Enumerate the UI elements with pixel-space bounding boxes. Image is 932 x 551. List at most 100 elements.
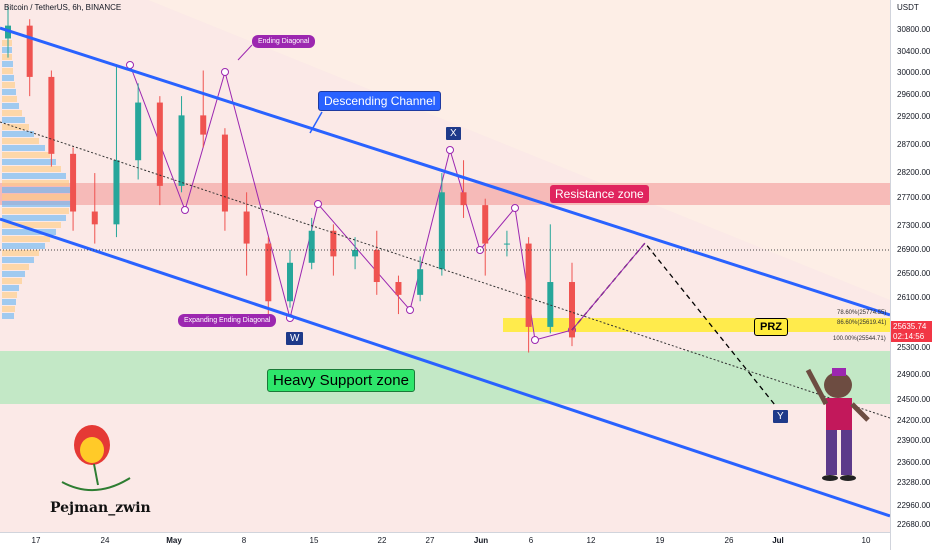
candle-body <box>438 192 445 270</box>
price-tick: 26500.00 <box>897 269 931 278</box>
resistance-zone <box>0 183 890 205</box>
wave-point <box>221 68 229 76</box>
volume-profile <box>2 40 72 319</box>
volume-profile-bar <box>2 229 56 235</box>
price-tick: 30400.00 <box>897 47 931 56</box>
candle-body <box>113 160 120 225</box>
time-tick: 24 <box>100 536 110 545</box>
time-tick: 19 <box>655 536 665 545</box>
time-tick: Jun <box>473 536 489 545</box>
volume-profile-bar <box>2 243 45 249</box>
candle-body <box>460 192 467 206</box>
volume-profile-bar <box>2 278 22 284</box>
brand-name: Pejman_zwin <box>50 500 151 516</box>
candle-body <box>287 262 293 302</box>
volume-profile-bar <box>2 292 17 298</box>
volume-profile-bar <box>2 152 50 158</box>
midline-dotted <box>0 121 890 419</box>
price-tick: 27700.00 <box>897 193 931 202</box>
price-tick: 30800.00 <box>897 25 931 34</box>
volume-profile-bar <box>2 271 25 277</box>
price-tick: 24500.00 <box>897 395 931 404</box>
ending-diagonal-label[interactable]: Ending Diagonal <box>252 35 316 48</box>
candle-body <box>482 205 489 244</box>
prz-label[interactable]: PRZ <box>754 318 788 336</box>
chart-area[interactable] <box>0 0 890 532</box>
wave-w-label[interactable]: W <box>286 332 304 345</box>
volume-profile-bar <box>2 117 25 123</box>
price-axis-unit: USDT <box>897 3 919 12</box>
projection-c-wave <box>571 242 646 331</box>
candle-body <box>26 25 33 77</box>
candle-body <box>265 243 272 302</box>
time-tick: May <box>166 536 182 545</box>
support-zone <box>0 351 890 404</box>
price-tick: 25300.00 <box>897 343 931 352</box>
volume-profile-bar <box>2 61 13 67</box>
candle-body <box>308 230 315 263</box>
volume-profile-bar <box>2 250 39 256</box>
candle-body <box>330 230 337 257</box>
candle-body <box>178 115 185 186</box>
wave-x-label[interactable]: X <box>446 127 461 140</box>
volume-profile-bar <box>2 40 12 46</box>
price-tick: 29600.00 <box>897 90 931 99</box>
volume-profile-bar <box>2 54 12 60</box>
candle-body <box>503 243 510 245</box>
wave-y-label[interactable]: Y <box>773 410 788 423</box>
candle-body <box>525 243 532 327</box>
volume-profile-bar <box>2 173 66 179</box>
fib-786-label: 78.60%(25774.55) <box>837 310 887 316</box>
price-tick: 26100.00 <box>897 293 931 302</box>
volume-profile-bar <box>2 194 72 200</box>
price-tick: 30000.00 <box>897 68 931 77</box>
channel-lower-line[interactable] <box>0 217 890 518</box>
time-tick: Jul <box>772 536 784 545</box>
volume-profile-bar <box>2 285 19 291</box>
volume-profile-bar <box>2 89 16 95</box>
volume-profile-bar <box>2 187 71 193</box>
candle-body <box>221 134 228 212</box>
wave-point <box>446 146 454 154</box>
time-tick: 15 <box>309 536 319 545</box>
fib-866-label: 86.60%(25619.41) <box>837 320 887 326</box>
time-tick: 6 <box>528 536 534 545</box>
volume-profile-bar <box>2 103 19 109</box>
candle-body <box>91 211 98 225</box>
channel-upper-line[interactable] <box>0 26 890 317</box>
candle-body <box>243 211 250 244</box>
ending-diag-pointer <box>237 44 253 61</box>
candle-body <box>373 249 380 283</box>
volume-profile-bar <box>2 208 69 214</box>
candle-body <box>547 282 554 327</box>
time-axis[interactable]: 17 24 May 8 15 22 27 Jun 6 12 19 26 Jul 10 <box>0 532 890 551</box>
trader-figure <box>805 368 870 481</box>
wave-point <box>126 61 134 69</box>
volume-profile-bar <box>2 313 14 319</box>
volume-profile-bar <box>2 236 50 242</box>
expanding-ending-diagonal-label[interactable]: Expanding Ending Diagonal <box>178 314 277 327</box>
volume-profile-bar <box>2 145 45 151</box>
wave-point <box>406 306 414 314</box>
candle-body <box>48 76 55 154</box>
price-tick: 22960.00 <box>897 501 931 510</box>
price-tick: 27300.00 <box>897 221 931 230</box>
price-tick: 28700.00 <box>897 140 931 149</box>
price-tick: 23600.00 <box>897 458 931 467</box>
volume-profile-bar <box>2 215 66 221</box>
descending-channel-label[interactable]: Descending Channel <box>318 91 442 111</box>
resistance-zone-label[interactable]: Resistance zone <box>550 185 649 203</box>
time-tick: 22 <box>377 536 387 545</box>
volume-profile-bar <box>2 257 34 263</box>
volume-profile-bar <box>2 201 71 207</box>
price-tick: 29200.00 <box>897 112 931 121</box>
volume-profile-bar <box>2 299 16 305</box>
chart-title: Bitcoin / TetherUS, 6h, BINANCE <box>4 3 122 12</box>
price-tick: 22680.00 <box>897 520 931 529</box>
volume-profile-bar <box>2 131 34 137</box>
volume-profile-bar <box>2 138 39 144</box>
support-zone-label[interactable]: Heavy Support zone <box>267 369 415 392</box>
price-axis[interactable]: USDT 30800.00 30400.00 30000.00 29600.00 292… <box>890 0 932 550</box>
last-price-tag: 25635.74 <box>891 321 932 332</box>
volume-profile-bar <box>2 222 61 228</box>
